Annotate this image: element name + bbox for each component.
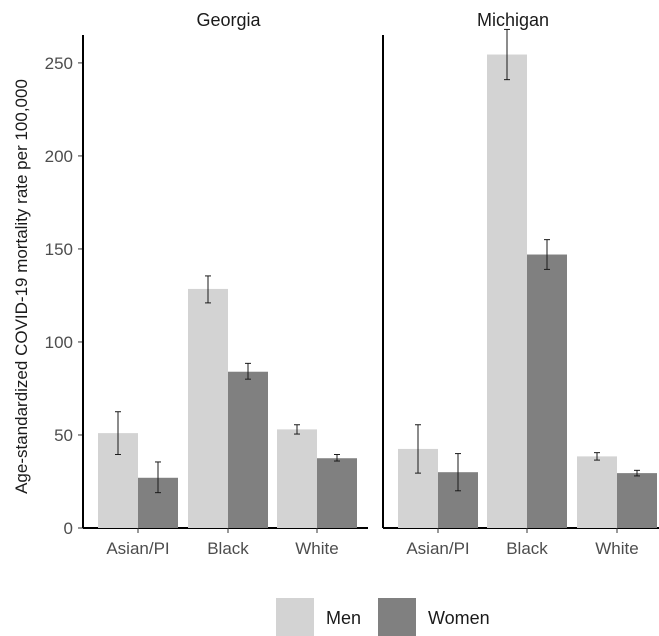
bar-women bbox=[527, 254, 567, 528]
facet-title: Michigan bbox=[477, 10, 549, 30]
x-tick-label: Asian/PI bbox=[106, 539, 169, 558]
bar-women bbox=[617, 473, 657, 528]
facet-title: Georgia bbox=[196, 10, 261, 30]
legend-swatch-women bbox=[378, 598, 416, 636]
bar-men bbox=[487, 54, 527, 528]
bar-women bbox=[317, 458, 357, 528]
bar-men bbox=[277, 429, 317, 528]
bar-men bbox=[188, 288, 228, 528]
legend-swatch-men bbox=[276, 598, 314, 636]
bar-men bbox=[577, 456, 617, 528]
y-tick-label: 200 bbox=[45, 147, 73, 166]
x-tick-label: White bbox=[295, 539, 338, 558]
x-tick-label: Black bbox=[506, 539, 548, 558]
legend-label: Women bbox=[428, 608, 490, 628]
y-tick-label: 0 bbox=[64, 519, 73, 538]
y-tick-label: 150 bbox=[45, 240, 73, 259]
y-axis-title: Age-standardized COVID-19 mortality rate… bbox=[12, 79, 31, 494]
x-tick-label: Black bbox=[207, 539, 249, 558]
legend-label: Men bbox=[326, 608, 361, 628]
x-tick-label: White bbox=[595, 539, 638, 558]
y-tick-label: 100 bbox=[45, 333, 73, 352]
x-tick-label: Asian/PI bbox=[406, 539, 469, 558]
y-tick-label: 250 bbox=[45, 54, 73, 73]
y-tick-label: 50 bbox=[54, 426, 73, 445]
bar-women bbox=[228, 371, 268, 528]
